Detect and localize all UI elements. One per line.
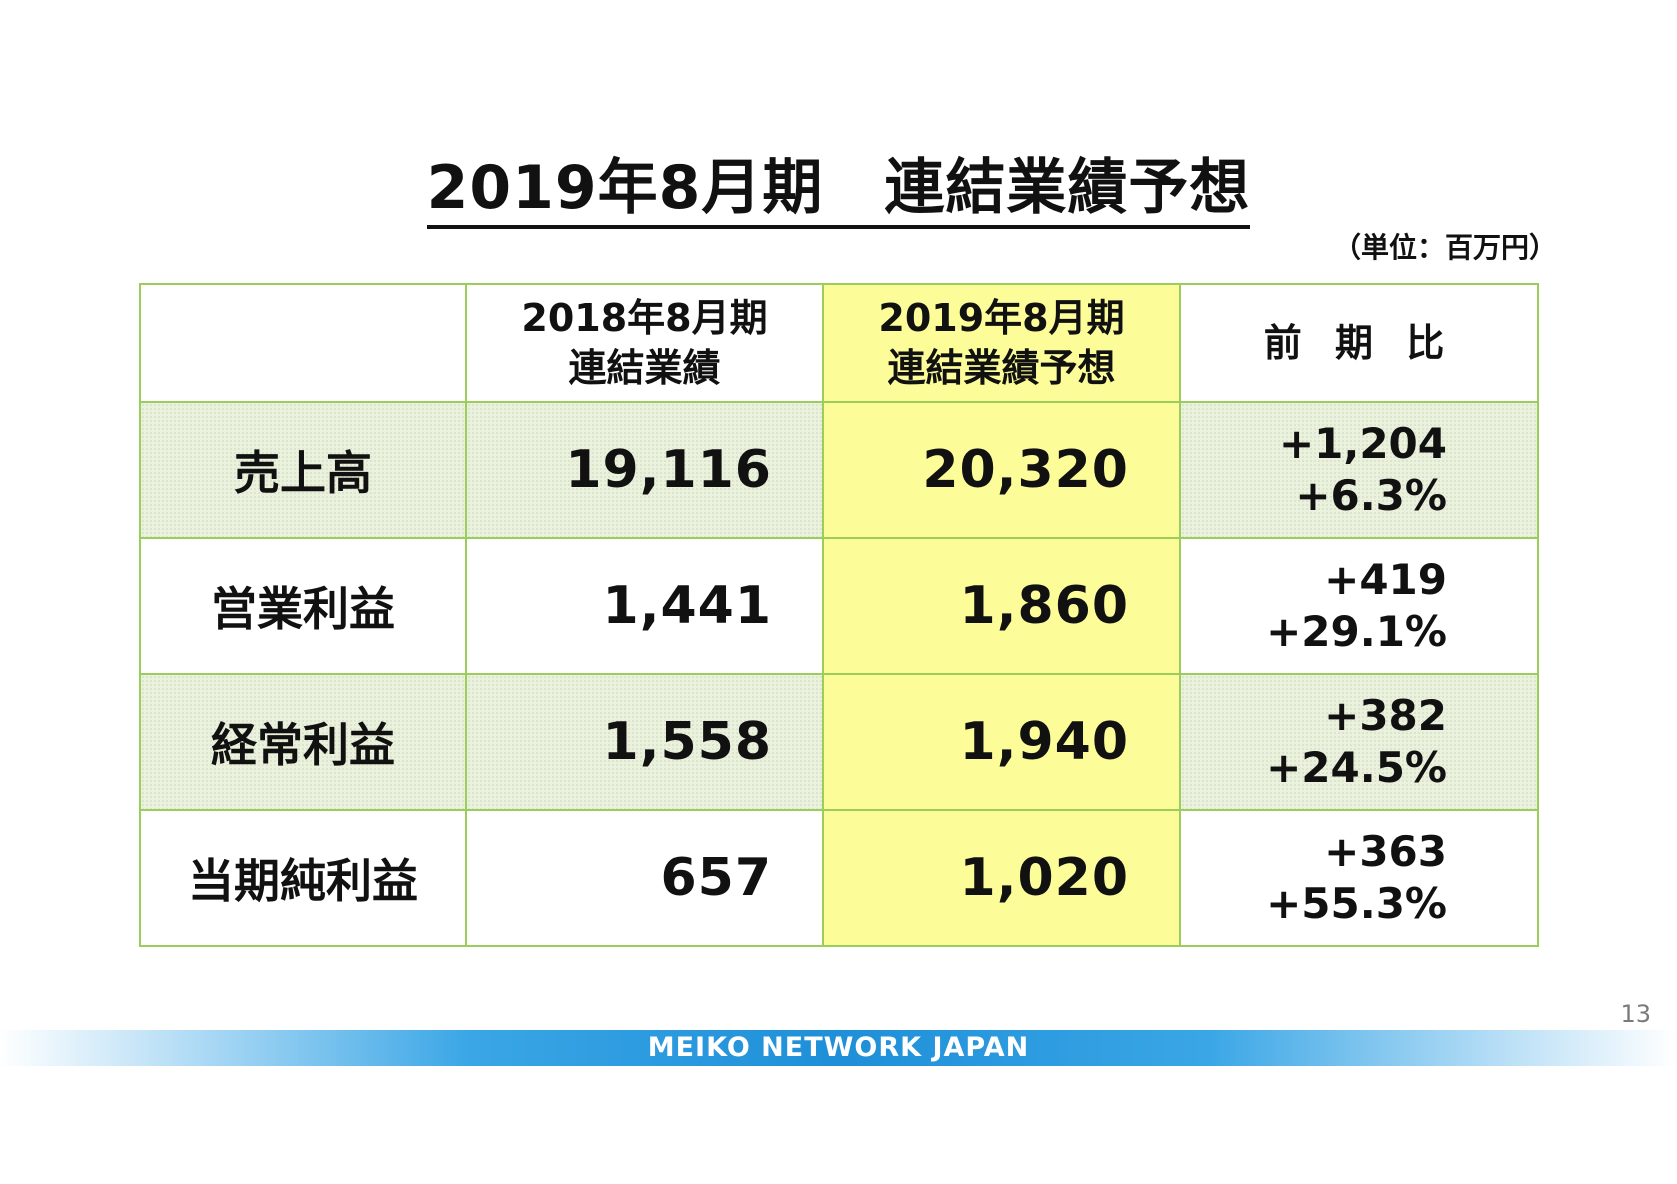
results-table: 2018年8月期 連結業績 2019年8月期 連結業績予想 前 期 比 売上高 … xyxy=(139,283,1539,947)
fy2018-value: 1,441 xyxy=(465,537,824,675)
footer-band xyxy=(0,1030,1677,1066)
yoy-amount: +363 xyxy=(1324,827,1447,876)
header-empty-cell xyxy=(139,283,467,403)
fy2019-value: 1,860 xyxy=(822,537,1181,675)
table-header-row: 2018年8月期 連結業績 2019年8月期 連結業績予想 前 期 比 xyxy=(139,283,1539,403)
row-label: 経常利益 xyxy=(139,673,467,811)
header-fy2018-period: 2018年8月期 xyxy=(521,296,768,340)
fy2019-value: 1,940 xyxy=(822,673,1181,811)
yoy-cell: +1,204 +6.3% xyxy=(1179,401,1539,539)
fy2019-value: 20,320 xyxy=(822,401,1181,539)
yoy-amount: +419 xyxy=(1324,555,1447,604)
yoy-percent: +29.1% xyxy=(1266,607,1447,656)
fy2018-value: 657 xyxy=(465,809,824,947)
header-yoy: 前 期 比 xyxy=(1179,283,1539,403)
yoy-cell: +363 +55.3% xyxy=(1179,809,1539,947)
row-label: 当期純利益 xyxy=(139,809,467,947)
header-fy2018-label: 連結業績 xyxy=(568,346,721,390)
page-title-text: 2019年8月期 連結業績予想 xyxy=(426,153,1251,229)
table-row: 当期純利益 657 1,020 +363 +55.3% xyxy=(139,809,1539,947)
table-row: 売上高 19,116 20,320 +1,204 +6.3% xyxy=(139,401,1539,539)
yoy-percent: +24.5% xyxy=(1266,743,1447,792)
header-fy2019-label: 連結業績予想 xyxy=(887,346,1116,390)
fy2018-value: 19,116 xyxy=(465,401,824,539)
table-row: 経常利益 1,558 1,940 +382 +24.5% xyxy=(139,673,1539,811)
row-label: 営業利益 xyxy=(139,537,467,675)
page-title: 2019年8月期 連結業績予想 xyxy=(0,153,1677,229)
yoy-amount: +1,204 xyxy=(1278,419,1447,468)
yoy-percent: +55.3% xyxy=(1266,879,1447,928)
row-label: 売上高 xyxy=(139,401,467,539)
yoy-amount: +382 xyxy=(1324,691,1447,740)
yoy-cell: +419 +29.1% xyxy=(1179,537,1539,675)
yoy-percent: +6.3% xyxy=(1295,471,1447,520)
header-fy2019: 2019年8月期 連結業績予想 xyxy=(822,283,1181,403)
fy2019-value: 1,020 xyxy=(822,809,1181,947)
footer-brand-logo: MEIKO NETWORK JAPAN xyxy=(647,1032,1030,1063)
page-number: 13 xyxy=(1620,1000,1651,1028)
table-row: 営業利益 1,441 1,860 +419 +29.1% xyxy=(139,537,1539,675)
header-yoy-label: 前 期 比 xyxy=(1263,321,1455,365)
unit-note: （単位：百万円） xyxy=(1332,231,1557,264)
fy2018-value: 1,558 xyxy=(465,673,824,811)
header-fy2018: 2018年8月期 連結業績 xyxy=(465,283,824,403)
yoy-cell: +382 +24.5% xyxy=(1179,673,1539,811)
header-fy2019-period: 2019年8月期 xyxy=(878,296,1125,340)
